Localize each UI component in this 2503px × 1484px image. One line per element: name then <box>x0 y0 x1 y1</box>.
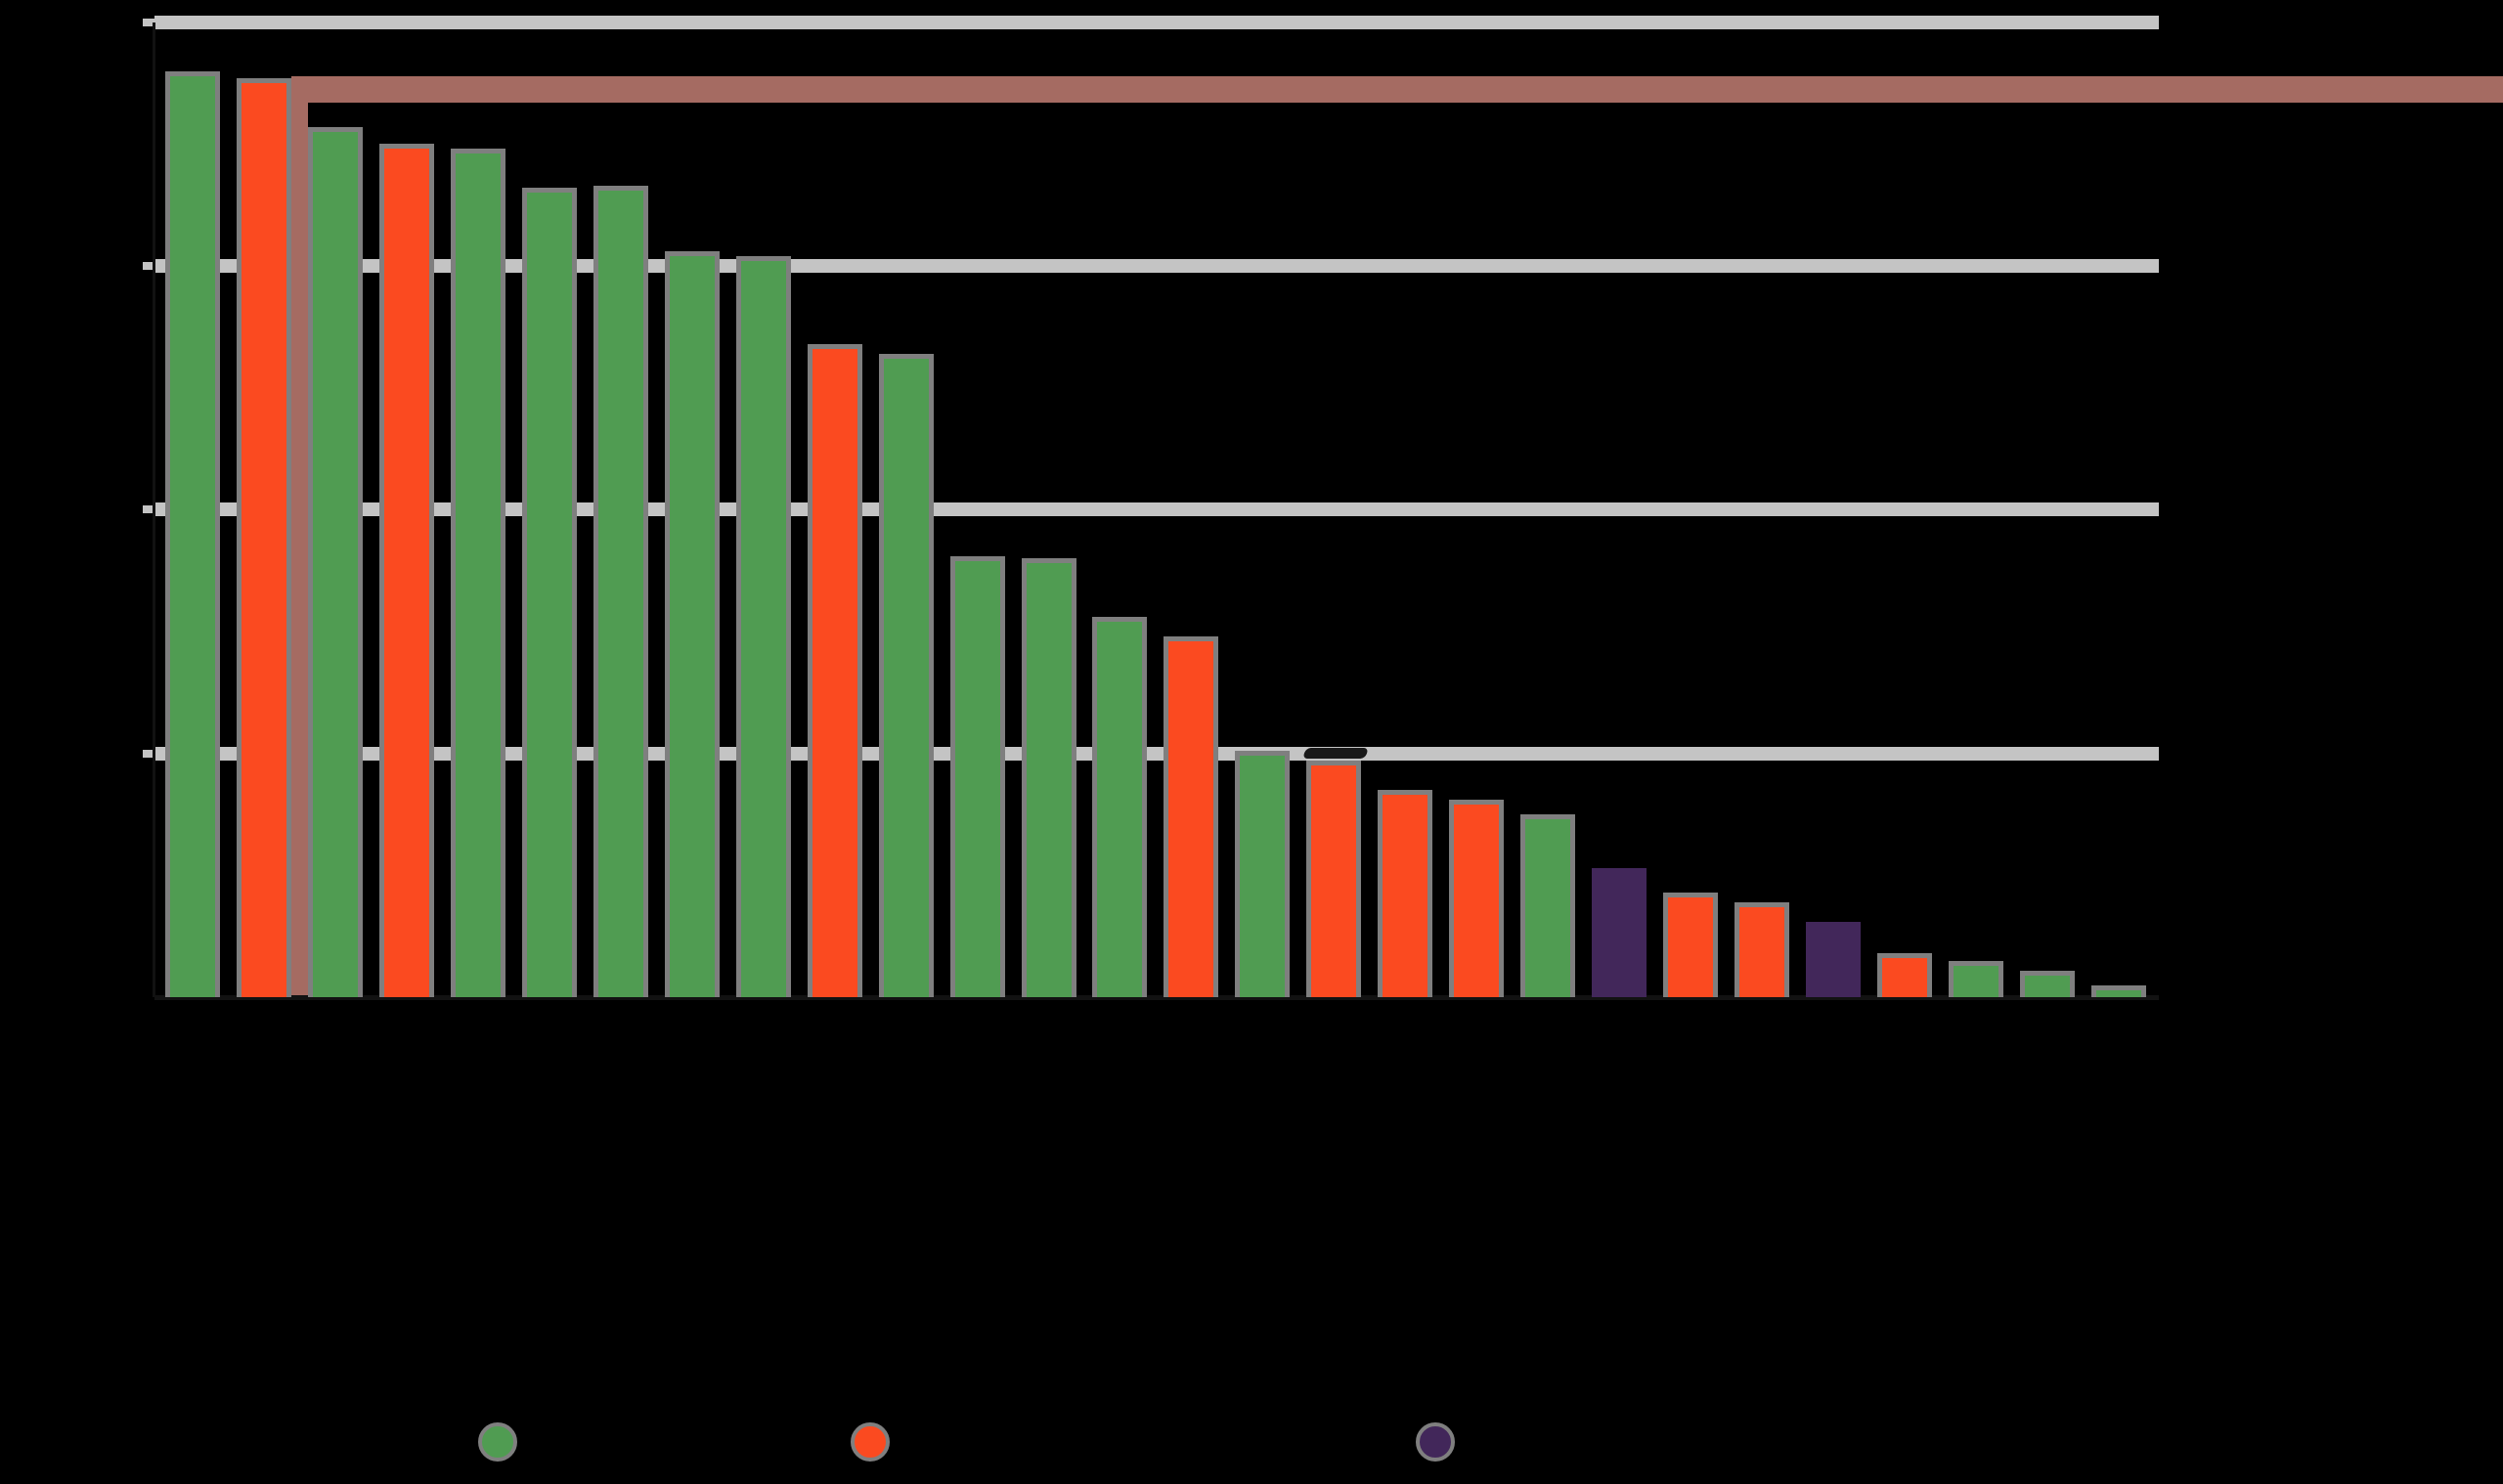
bar-9-green <box>735 256 791 997</box>
bar-16-green <box>1235 751 1291 997</box>
bar-2-orange <box>236 78 291 997</box>
bar-6-green <box>521 188 577 997</box>
bar-3-green <box>307 126 363 997</box>
bar-15-orange <box>1164 636 1219 997</box>
bar-5-green <box>450 149 505 997</box>
bar-10-orange <box>807 343 862 997</box>
y-axis-tick-y3 <box>143 262 154 271</box>
bar-12-green <box>949 555 1005 997</box>
bar-13-green <box>1021 558 1076 997</box>
bar-18-orange <box>1378 790 1433 997</box>
gridline-y1 <box>154 746 2159 761</box>
y-axis-tick-y4 <box>143 18 154 26</box>
gridline-y4 <box>154 15 2159 29</box>
bar-26-green <box>1949 960 2003 997</box>
bar-24-purple <box>1806 921 1862 997</box>
bar-20-green <box>1520 814 1576 997</box>
bar-1-green <box>165 70 220 997</box>
legend-marker-purple <box>1416 1422 1455 1462</box>
bar-23-orange <box>1735 901 1790 997</box>
y-axis-tick-y1 <box>143 749 154 758</box>
bar-11-green <box>878 353 934 997</box>
bar-7-green <box>593 185 648 997</box>
bar-21-purple <box>1592 867 1647 997</box>
bar-19-orange <box>1449 800 1505 997</box>
reference-line-horizontal <box>290 76 2503 103</box>
y-axis-tick-y2 <box>143 505 154 514</box>
bar-17-orange <box>1306 761 1362 997</box>
y-axis-spine <box>153 22 155 997</box>
x-axis-spine <box>154 995 2159 1000</box>
bar-27-green <box>2019 970 2075 997</box>
bar-8-green <box>664 251 720 997</box>
bar-28-green <box>2090 984 2146 997</box>
reference-line-vertical-drop <box>290 76 308 997</box>
bar-14-green <box>1092 617 1148 997</box>
bar-4-orange <box>378 144 434 997</box>
gridline-y2 <box>154 502 2159 517</box>
bar-22-orange <box>1663 892 1719 997</box>
gridline-y3 <box>154 259 2159 274</box>
legend-marker-orange <box>851 1422 890 1462</box>
legend-marker-green <box>478 1422 517 1462</box>
bar-25-orange <box>1877 953 1933 997</box>
